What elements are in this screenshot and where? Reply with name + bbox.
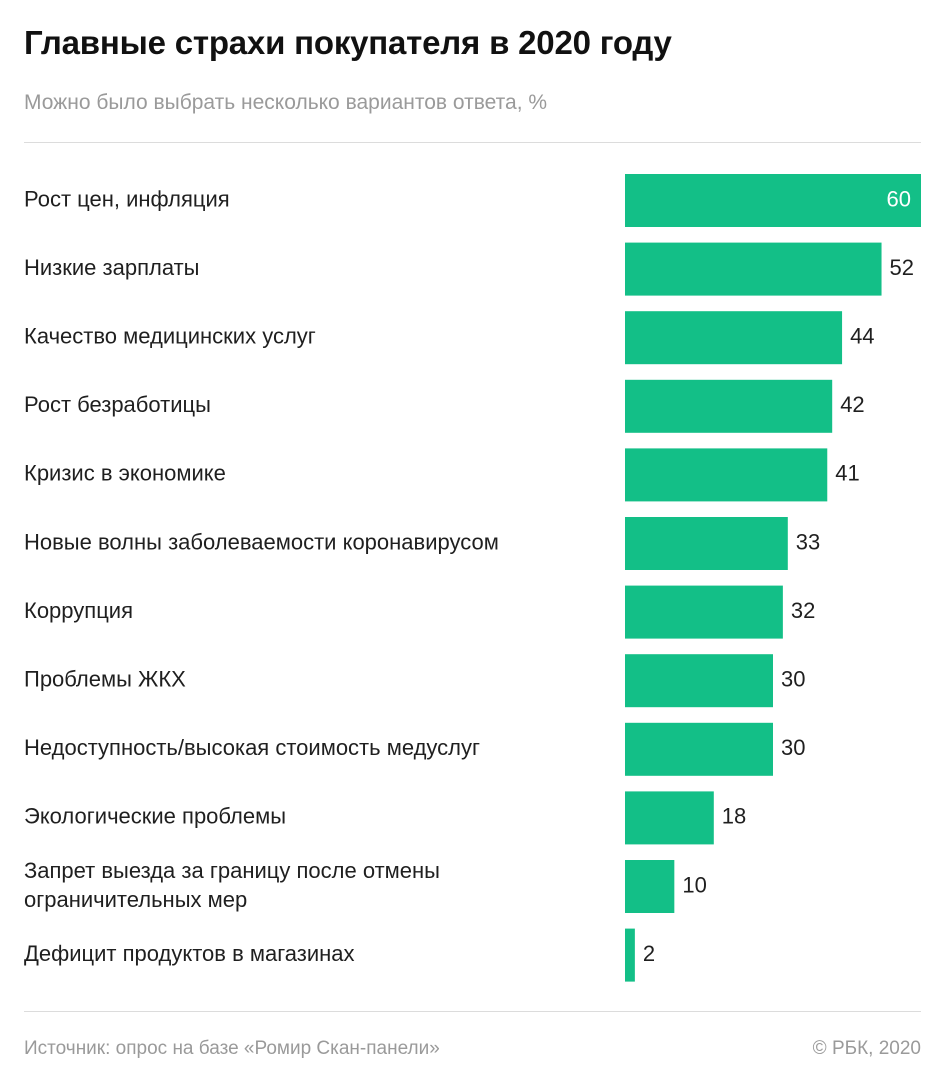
bar [625, 654, 773, 708]
category-label: Кризис в экономике [24, 461, 226, 486]
bar [625, 448, 828, 502]
category-label: Коррупция [24, 598, 133, 623]
bar [625, 928, 635, 982]
bar [625, 722, 773, 776]
value-label: 30 [781, 667, 805, 692]
value-label: 44 [850, 324, 874, 349]
value-label: 2 [643, 941, 655, 966]
category-label: Качество медицинских услуг [24, 324, 316, 349]
category-label: Экологические проблемы [24, 804, 286, 829]
source-note: Источник: опрос на базе «Ромир Скан-пане… [24, 1038, 440, 1059]
category-label: Недоступность/высокая стоимость медуслуг [24, 735, 480, 760]
category-label: Рост цен, инфляция [24, 186, 230, 211]
value-label: 30 [781, 735, 805, 760]
value-label: 18 [722, 804, 746, 829]
chart-subtitle: Можно было выбрать несколько вариантов о… [24, 91, 548, 114]
chart-title: Главные страхи покупателя в 2020 году [24, 24, 672, 61]
bar [625, 585, 783, 639]
category-label: Запрет выезда за границу после отмены огр… [24, 858, 440, 912]
bottom-divider [24, 1011, 921, 1012]
bar [625, 174, 921, 227]
bar [625, 379, 833, 433]
bar [625, 860, 675, 913]
bar [625, 517, 788, 570]
top-divider [24, 142, 921, 143]
value-label: 10 [682, 872, 706, 897]
value-label: 33 [796, 529, 820, 554]
value-label: 32 [791, 598, 815, 623]
category-label: Дефицит продуктов в магазинах [24, 941, 355, 966]
bar [625, 791, 714, 845]
bar [625, 311, 843, 365]
category-label: Рост безработицы [24, 392, 211, 417]
value-label: 52 [890, 255, 914, 280]
value-label: 60 [887, 186, 911, 211]
value-label: 41 [835, 461, 859, 486]
value-label: 42 [840, 392, 864, 417]
copyright-note: © РБК, 2020 [812, 1038, 921, 1059]
category-label: Новые волны заболеваемости коронавирусом [24, 529, 499, 554]
bar [625, 242, 882, 296]
category-label: Проблемы ЖКХ [24, 667, 186, 692]
category-label: Низкие зарплаты [24, 255, 199, 280]
